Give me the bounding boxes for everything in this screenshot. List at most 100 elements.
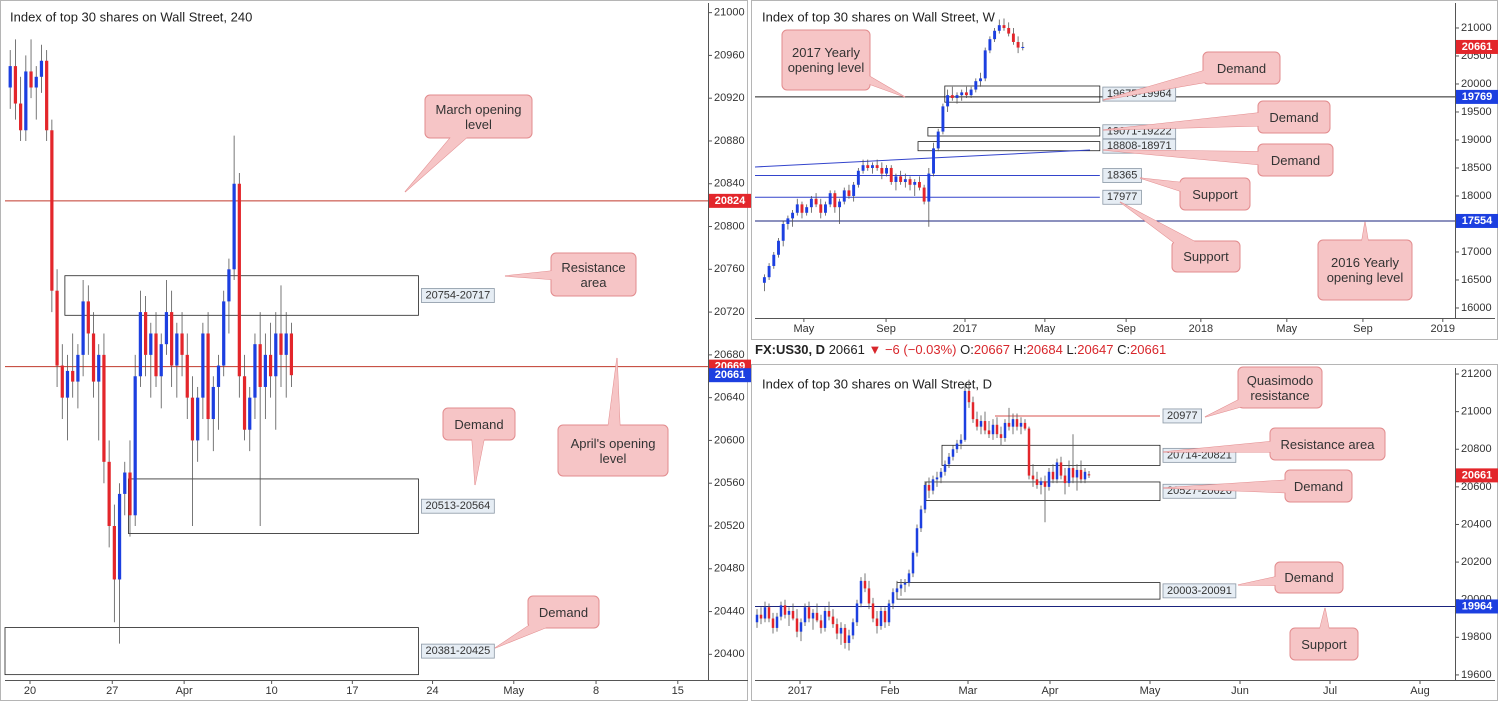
- candle-body: [931, 479, 935, 491]
- price-tag-label: 20661: [1462, 469, 1493, 481]
- candle-body: [819, 204, 823, 213]
- price-tag: [1456, 89, 1498, 104]
- zone-label: 20513-20564: [425, 500, 490, 512]
- candle-body: [1047, 471, 1051, 487]
- candle-body: [1011, 33, 1015, 42]
- callout-text-box: 2017 Yearly opening level: [788, 45, 865, 75]
- candle-body: [1015, 419, 1019, 427]
- level-label: 17977: [1107, 191, 1138, 203]
- callout-text-box: Support: [1183, 249, 1229, 264]
- candle-body: [839, 627, 843, 634]
- y-tick-label: 20760: [714, 263, 745, 275]
- ohlc-value: 20661: [1130, 342, 1167, 357]
- candle-body: [899, 176, 903, 182]
- candle-body: [170, 312, 174, 366]
- candle-body: [833, 193, 837, 208]
- symbol-header: FX:US30, D 20661 ▼ −6 (−0.03%) O:20667 H…: [755, 342, 1166, 357]
- price-tag: [1456, 468, 1498, 483]
- zone-label: 20754-20717: [425, 289, 490, 301]
- x-tick-label: Jun: [1231, 685, 1249, 697]
- y-tick-label: 20640: [714, 392, 745, 404]
- y-tick-label: 20000: [1461, 78, 1492, 90]
- y-tick-label: 20480: [714, 563, 745, 575]
- candle-body: [777, 240, 780, 255]
- callout-text-box: Quasimodo resistance: [1247, 373, 1313, 403]
- callout-text: Demand: [454, 416, 504, 432]
- candle-body: [86, 301, 90, 334]
- candle-body: [232, 183, 236, 270]
- callout-text-box: Resistance area: [1281, 437, 1375, 452]
- candle-body: [943, 464, 947, 472]
- callout-text-box: Demand: [1269, 110, 1318, 125]
- candle-body: [859, 580, 863, 604]
- callout-text-box: March opening level: [436, 102, 522, 132]
- candle-body: [879, 610, 883, 627]
- candle-body: [915, 528, 919, 553]
- candle-body: [919, 509, 923, 529]
- candle-body: [196, 397, 200, 441]
- price-tag: [1456, 599, 1498, 614]
- candle-body: [39, 60, 44, 77]
- candle-body: [117, 493, 122, 580]
- ohlc-key: L:: [1066, 342, 1078, 357]
- candle-body: [1059, 462, 1063, 476]
- callout-text: Demand: [1284, 570, 1334, 585]
- candle-body: [843, 627, 847, 643]
- candle-body: [855, 603, 859, 623]
- candle-body: [927, 173, 931, 202]
- candle-body: [143, 312, 148, 355]
- callout-text: Demand: [538, 604, 589, 620]
- candle-body: [159, 344, 163, 377]
- y-tick-label: 21000: [714, 7, 745, 19]
- callout-text-box: Support: [1301, 636, 1347, 652]
- candle-body: [185, 354, 189, 398]
- candle-body: [1051, 471, 1055, 480]
- candle-body: [908, 179, 912, 185]
- candle-body: [81, 301, 85, 355]
- candle-body: [941, 106, 945, 132]
- candle-body: [102, 354, 106, 462]
- candle-body: [65, 370, 70, 398]
- candle-body: [34, 76, 38, 88]
- x-tick-label: May: [1276, 323, 1297, 335]
- zone: [944, 85, 1101, 103]
- zone-label: 18808-18971: [1107, 140, 1172, 152]
- price-tag-label: 19964: [1462, 600, 1493, 612]
- candle-body: [258, 344, 262, 387]
- callout-text: Support: [1301, 636, 1347, 652]
- y-tick-label: 20440: [714, 605, 745, 617]
- y-tick-label: 19500: [1461, 106, 1492, 118]
- price-tag: [709, 368, 751, 383]
- price-tag-label: 20824: [715, 195, 746, 207]
- candle-body: [775, 616, 779, 628]
- candle-body: [947, 456, 951, 465]
- y-tick-label: 18500: [1461, 162, 1492, 174]
- candle-body: [935, 477, 939, 480]
- x-tick-label: Sep: [876, 323, 896, 335]
- callout-pointer-fill: [1163, 436, 1328, 452]
- y-tick-label: 20200: [1461, 556, 1492, 568]
- zone-label-box: [1162, 583, 1237, 599]
- candle-body: [964, 92, 968, 96]
- x-tick-label: 24: [426, 685, 438, 697]
- candle-body: [955, 443, 959, 450]
- candle-body: [128, 472, 132, 516]
- candle-body: [799, 622, 803, 632]
- candle-body: [787, 610, 791, 615]
- candle-body: [76, 354, 80, 382]
- x-tick-label: Apr: [176, 685, 193, 697]
- callout-text-box: 2016 Yearly opening level: [1327, 255, 1404, 285]
- callout-text: April's opening level: [570, 435, 656, 466]
- y-tick-label: 20920: [714, 92, 745, 104]
- candle-body: [979, 78, 982, 82]
- candle-body: [783, 605, 787, 615]
- candle-body: [97, 354, 101, 382]
- y-tick-label: 20960: [714, 49, 745, 61]
- y-tick-label: 20840: [714, 178, 745, 190]
- callout-pointer-fill: [605, 358, 621, 451]
- callout-pointer-fill: [1357, 222, 1373, 270]
- candle-body: [1063, 475, 1067, 484]
- candle-body: [824, 204, 827, 213]
- symbol: FX:US30, D: [755, 342, 826, 357]
- candle-body: [50, 130, 54, 291]
